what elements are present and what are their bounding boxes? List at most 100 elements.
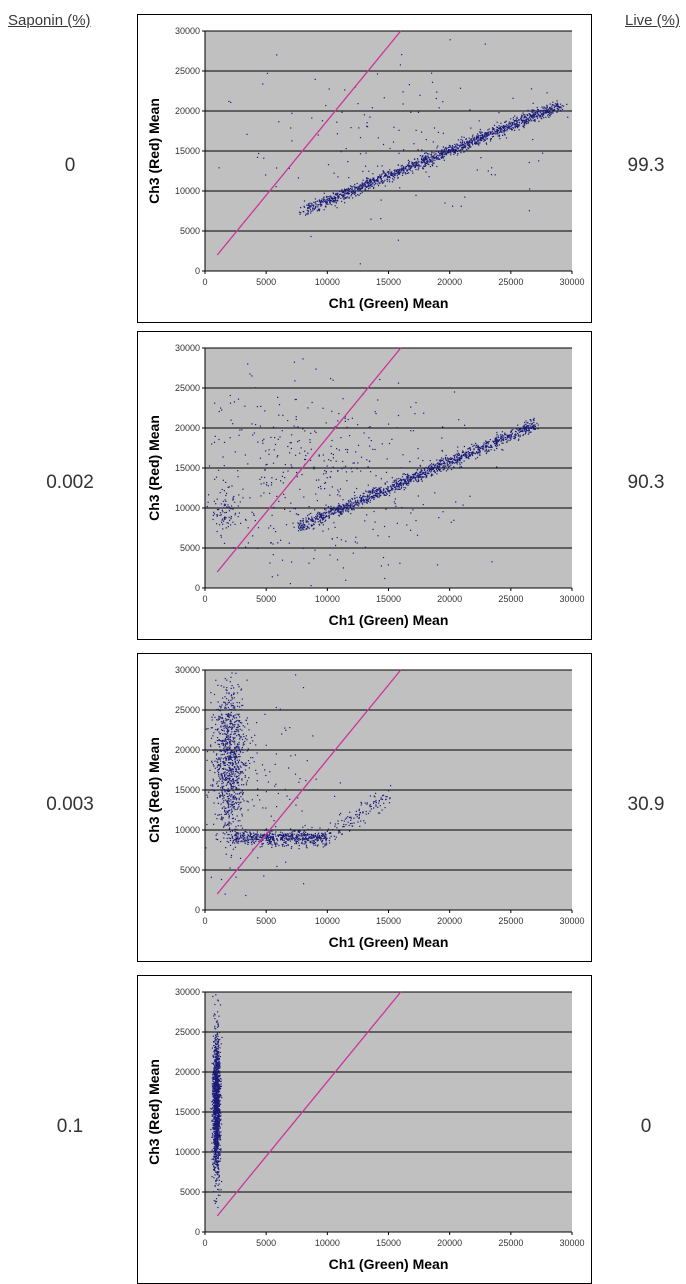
data-point (306, 522, 307, 523)
data-point (223, 501, 224, 502)
data-point (370, 184, 371, 185)
data-point (333, 507, 334, 508)
data-point (476, 142, 477, 143)
data-point (218, 757, 219, 758)
data-point (458, 148, 459, 149)
data-point (403, 103, 404, 104)
data-point (528, 110, 529, 111)
data-point (510, 431, 511, 432)
data-point (463, 152, 464, 153)
data-point (342, 504, 343, 505)
data-point (232, 522, 233, 523)
data-point (359, 195, 360, 196)
data-point (509, 126, 510, 127)
x-tick-label: 15000 (376, 277, 401, 287)
data-point (386, 495, 387, 496)
data-point (366, 500, 367, 501)
data-point (558, 106, 559, 107)
data-point (284, 838, 285, 839)
data-point (275, 834, 276, 835)
data-point (316, 432, 317, 433)
data-point (240, 858, 241, 859)
data-point (227, 714, 228, 715)
data-point (258, 527, 259, 528)
data-point (348, 177, 349, 178)
data-point (421, 159, 422, 160)
data-point (333, 454, 334, 455)
data-point (240, 833, 241, 834)
data-point (223, 687, 224, 688)
data-point (242, 815, 243, 816)
data-point (224, 814, 225, 815)
data-point (306, 839, 307, 840)
data-point (421, 474, 422, 475)
data-point (302, 358, 303, 359)
data-point (223, 480, 224, 481)
data-point (358, 502, 359, 503)
data-point (239, 820, 240, 821)
data-point (255, 387, 256, 388)
data-point (438, 132, 439, 133)
data-point (290, 511, 291, 512)
data-point (369, 494, 370, 495)
data-point (308, 563, 309, 564)
data-point (241, 762, 242, 763)
data-point (233, 818, 234, 819)
data-point (313, 202, 314, 203)
data-point (394, 481, 395, 482)
data-point (552, 108, 553, 109)
data-point (224, 730, 225, 731)
data-point (323, 202, 324, 203)
data-point (225, 501, 226, 502)
data-point (238, 785, 239, 786)
data-point (241, 730, 242, 731)
data-point (566, 104, 567, 105)
data-point (354, 495, 355, 496)
data-point (434, 154, 435, 155)
data-point (528, 427, 529, 428)
data-point (387, 181, 388, 182)
data-point (264, 410, 265, 411)
data-point (375, 487, 376, 488)
data-point (231, 772, 232, 773)
data-point (400, 64, 401, 65)
data-point (318, 479, 319, 480)
data-point (546, 107, 547, 108)
data-point (321, 517, 322, 518)
data-point (343, 398, 344, 399)
data-point (369, 426, 370, 427)
data-point (266, 828, 267, 829)
data-point (345, 198, 346, 199)
data-point (217, 685, 218, 686)
data-point (291, 464, 292, 465)
data-point (443, 511, 444, 512)
data-point (230, 403, 231, 404)
data-point (370, 500, 371, 501)
data-point (228, 730, 229, 731)
data-point (335, 190, 336, 191)
data-point (560, 104, 561, 105)
data-point (355, 537, 356, 538)
data-point (501, 449, 502, 450)
data-point (330, 203, 331, 204)
data-point (416, 472, 417, 473)
data-point (223, 832, 224, 833)
data-point (221, 795, 222, 796)
data-point (407, 474, 408, 475)
data-point (226, 512, 227, 513)
data-point (237, 793, 238, 794)
data-point (496, 437, 497, 438)
data-point (481, 140, 482, 141)
data-point (246, 765, 247, 766)
data-point (487, 138, 488, 139)
data-point (520, 435, 521, 436)
data-point (391, 172, 392, 173)
data-point (232, 802, 233, 803)
data-point (249, 763, 250, 764)
data-point (284, 477, 285, 478)
data-point (426, 163, 427, 164)
data-point (340, 508, 341, 509)
data-point (298, 514, 299, 515)
data-point (223, 769, 224, 770)
data-point (537, 112, 538, 113)
